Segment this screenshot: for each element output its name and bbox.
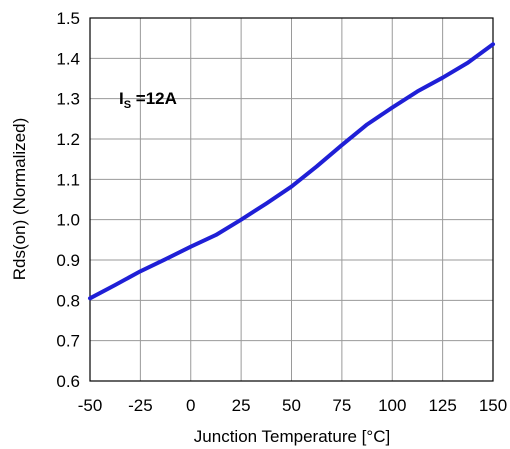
series-line-0 (88, 42, 495, 301)
x-tick-label: 0 (186, 396, 195, 415)
x-tick-label: -25 (128, 396, 153, 415)
x-tick-label: 25 (232, 396, 251, 415)
x-tick-label: 100 (378, 396, 406, 415)
y-tick-label: 0.9 (56, 251, 80, 270)
annotation-subscript: S (124, 99, 131, 111)
y-tick-label: 1.5 (56, 9, 80, 28)
y-tick-label: 0.6 (56, 372, 80, 391)
annotation-main: I (119, 89, 124, 108)
y-tick-label: 0.7 (56, 332, 80, 351)
x-axis-ticks: -50 -25 0 25 50 75 100 125 150 (78, 396, 507, 415)
y-axis-ticks: 0.6 0.7 0.8 0.9 1.0 1.1 1.2 1.3 1.4 1.5 (56, 9, 80, 391)
x-tick-label: 75 (332, 396, 351, 415)
y-tick-label: 1.3 (56, 90, 80, 109)
x-tick-label: 50 (282, 396, 301, 415)
plot-frame (89, 17, 494, 382)
current-annotation: IS =12A (119, 89, 177, 111)
y-axis-title: Rds(on) (Normalized) (10, 118, 29, 280)
x-tick-label: 125 (428, 396, 456, 415)
series-layer (88, 42, 495, 301)
y-tick-label: 1.0 (56, 211, 80, 230)
y-tick-label: 1.1 (56, 170, 80, 189)
x-axis-title: Junction Temperature [°C] (194, 427, 390, 446)
annotation-rest: =12A (131, 89, 177, 108)
x-tick-label: 150 (479, 396, 507, 415)
y-tick-label: 1.4 (56, 49, 80, 68)
y-tick-label: 1.2 (56, 130, 80, 149)
y-tick-label: 0.8 (56, 291, 80, 310)
x-tick-label: -50 (78, 396, 103, 415)
